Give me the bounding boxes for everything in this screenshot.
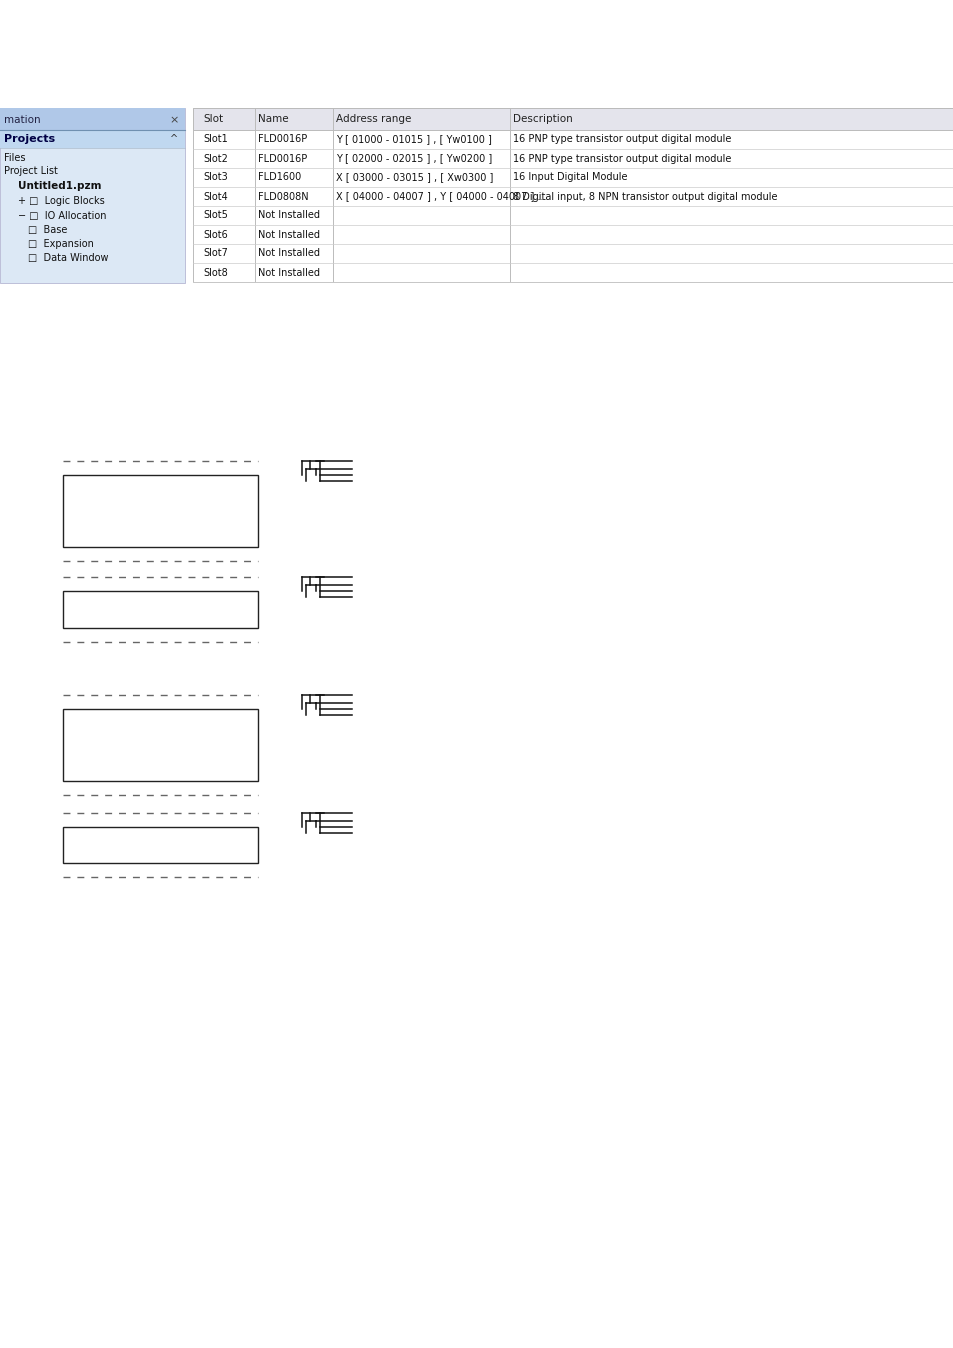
- Bar: [63, 474, 257, 547]
- Text: Slot8: Slot8: [203, 267, 228, 278]
- Text: Not Installed: Not Installed: [257, 229, 319, 240]
- Text: 8 Digital input, 8 NPN transistor output digital module: 8 Digital input, 8 NPN transistor output…: [513, 191, 777, 201]
- Text: FLD0016P: FLD0016P: [257, 154, 307, 163]
- Text: Not Installed: Not Installed: [257, 248, 319, 259]
- Text: mation: mation: [4, 115, 41, 125]
- Text: FLD1600: FLD1600: [257, 173, 301, 182]
- Text: FLD0016P: FLD0016P: [257, 135, 307, 144]
- Text: FLD0808N: FLD0808N: [257, 191, 309, 201]
- Bar: [0, 129, 185, 148]
- Bar: [0, 108, 185, 129]
- Bar: [193, 108, 953, 282]
- Text: X [ 04000 - 04007 ] , Y [ 04000 - 04007 ] ...: X [ 04000 - 04007 ] , Y [ 04000 - 04007 …: [335, 191, 546, 201]
- Text: Slot3: Slot3: [203, 173, 228, 182]
- Text: Y [ 02000 - 02015 ] , [ Yw0200 ]: Y [ 02000 - 02015 ] , [ Yw0200 ]: [335, 154, 492, 163]
- Text: Address range: Address range: [335, 115, 411, 124]
- Text: □  Base: □ Base: [28, 225, 68, 235]
- Text: Not Installed: Not Installed: [257, 267, 319, 278]
- Text: Files: Files: [4, 154, 26, 163]
- Text: Project List: Project List: [4, 166, 58, 177]
- Bar: [63, 590, 257, 628]
- Bar: [63, 828, 257, 863]
- Text: X [ 03000 - 03015 ] , [ Xw0300 ]: X [ 03000 - 03015 ] , [ Xw0300 ]: [335, 173, 493, 182]
- Text: Y [ 01000 - 01015 ] , [ Yw0100 ]: Y [ 01000 - 01015 ] , [ Yw0100 ]: [335, 135, 492, 144]
- Text: Slot1: Slot1: [203, 135, 228, 144]
- Text: Slot4: Slot4: [203, 191, 228, 201]
- Text: + □  Logic Blocks: + □ Logic Blocks: [18, 195, 105, 206]
- Text: ×: ×: [169, 115, 178, 125]
- Text: Not Installed: Not Installed: [257, 210, 319, 221]
- Bar: [63, 709, 257, 780]
- Text: □  Expansion: □ Expansion: [28, 239, 93, 249]
- Text: ^: ^: [170, 133, 178, 144]
- Text: 16 Input Digital Module: 16 Input Digital Module: [513, 173, 627, 182]
- Text: Slot6: Slot6: [203, 229, 228, 240]
- Text: Untitled1.pzm: Untitled1.pzm: [18, 181, 101, 191]
- Text: Description: Description: [513, 115, 572, 124]
- Text: Slot5: Slot5: [203, 210, 228, 221]
- Text: − □  IO Allocation: − □ IO Allocation: [18, 212, 107, 221]
- Text: Slot7: Slot7: [203, 248, 228, 259]
- Text: Projects: Projects: [4, 133, 55, 144]
- Text: Slot2: Slot2: [203, 154, 228, 163]
- Bar: [193, 108, 953, 129]
- Text: 16 PNP type transistor output digital module: 16 PNP type transistor output digital mo…: [513, 154, 731, 163]
- Bar: [0, 108, 185, 283]
- Text: Name: Name: [257, 115, 289, 124]
- Text: Slot: Slot: [203, 115, 223, 124]
- Text: 16 PNP type transistor output digital module: 16 PNP type transistor output digital mo…: [513, 135, 731, 144]
- Text: □  Data Window: □ Data Window: [28, 253, 109, 263]
